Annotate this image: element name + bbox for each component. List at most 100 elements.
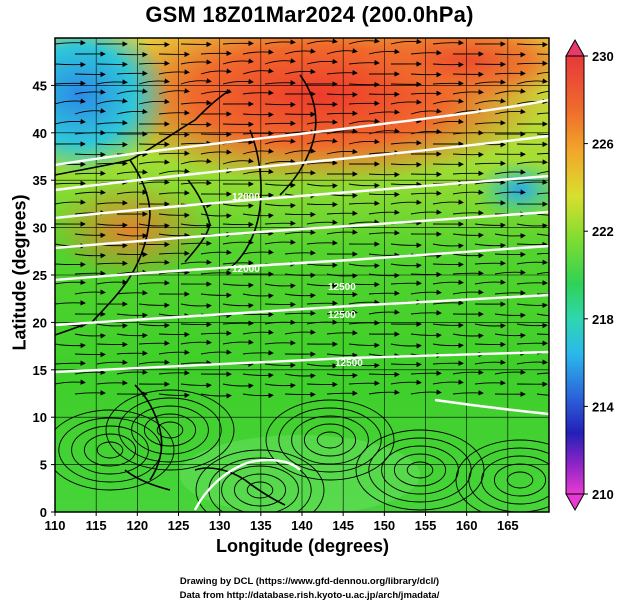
streamline bbox=[474, 79, 506, 85]
streamline bbox=[180, 100, 212, 106]
streamline bbox=[368, 252, 400, 259]
streamline bbox=[200, 149, 232, 155]
streamline bbox=[116, 108, 148, 115]
streamline bbox=[348, 281, 380, 288]
streamline bbox=[74, 108, 106, 115]
contour-label: 12500 bbox=[328, 310, 356, 321]
streamline bbox=[452, 390, 484, 396]
streamline bbox=[264, 283, 296, 289]
streamline bbox=[474, 323, 506, 329]
streamline bbox=[432, 342, 464, 349]
streamline bbox=[432, 261, 464, 268]
streamline bbox=[116, 369, 148, 375]
streamline bbox=[474, 260, 506, 266]
streamline bbox=[116, 233, 148, 239]
streamline bbox=[306, 201, 338, 208]
streamline bbox=[222, 320, 254, 326]
streamline bbox=[180, 240, 212, 246]
streamline-swirl bbox=[55, 409, 175, 491]
streamline bbox=[74, 390, 106, 396]
streamline bbox=[516, 223, 548, 229]
streamline bbox=[348, 380, 380, 386]
streamline bbox=[242, 293, 274, 299]
streamline bbox=[264, 58, 296, 65]
streamline bbox=[180, 321, 212, 328]
streamline bbox=[55, 279, 86, 285]
streamline bbox=[536, 313, 549, 317]
streamline bbox=[96, 380, 128, 386]
streamline bbox=[284, 272, 316, 279]
x-tick-label: 145 bbox=[332, 518, 354, 533]
streamline bbox=[368, 389, 400, 395]
streamline bbox=[474, 120, 506, 126]
streamline bbox=[452, 170, 484, 177]
streamline bbox=[390, 140, 422, 146]
streamline-swirl bbox=[131, 405, 209, 455]
streamline bbox=[74, 369, 106, 375]
y-axis: 0 5 10 15 20 25 30 35 40 45 bbox=[33, 78, 55, 520]
streamline bbox=[390, 181, 422, 188]
streamline bbox=[432, 80, 464, 87]
streamline bbox=[474, 222, 506, 229]
streamline bbox=[284, 329, 316, 335]
streamline bbox=[200, 68, 232, 75]
streamline bbox=[264, 158, 296, 165]
streamline-swirl bbox=[303, 423, 357, 457]
x-axis-label: Longitude (degrees) bbox=[215, 536, 389, 556]
streamline bbox=[326, 210, 358, 216]
x-tick-label: 135 bbox=[250, 518, 272, 533]
colorbar-tick-label: 214 bbox=[592, 399, 614, 414]
credit-data-source: Data from http://database.rish.kyoto-u.a… bbox=[179, 590, 440, 601]
colorbar-tick-label: 222 bbox=[592, 224, 614, 239]
streamline bbox=[368, 171, 400, 178]
streamline bbox=[242, 350, 274, 356]
streamline bbox=[432, 322, 464, 329]
streamline-swirl bbox=[105, 389, 235, 471]
streamline bbox=[306, 58, 338, 65]
streamline bbox=[432, 360, 464, 366]
streamline bbox=[55, 80, 86, 87]
streamline bbox=[222, 339, 254, 345]
streamline bbox=[536, 152, 549, 155]
streamline bbox=[306, 363, 338, 369]
streamline bbox=[536, 71, 549, 75]
streamline bbox=[390, 99, 422, 105]
streamline bbox=[242, 49, 274, 55]
streamline bbox=[96, 160, 128, 167]
streamline bbox=[55, 342, 86, 349]
streamline bbox=[368, 371, 400, 378]
streamline-swirl bbox=[233, 473, 287, 507]
streamline bbox=[242, 90, 274, 96]
streamline bbox=[326, 291, 358, 298]
streamline bbox=[158, 190, 190, 196]
streamline-swirl bbox=[355, 429, 485, 511]
streamline bbox=[200, 270, 232, 276]
y-axis-label: Latitude (degrees) bbox=[9, 194, 30, 351]
streamline bbox=[368, 309, 400, 315]
streamline bbox=[368, 290, 400, 296]
streamline bbox=[284, 148, 316, 155]
x-tick-label: 125 bbox=[168, 518, 190, 533]
streamline bbox=[474, 179, 506, 185]
y-tick-label: 40 bbox=[33, 126, 47, 141]
streamline-swirl bbox=[316, 431, 344, 449]
streamline bbox=[326, 148, 358, 155]
streamline bbox=[138, 259, 170, 265]
streamline bbox=[410, 71, 442, 78]
streamline bbox=[264, 138, 296, 145]
streamline bbox=[200, 213, 232, 219]
streamline bbox=[306, 138, 338, 145]
streamline bbox=[222, 282, 254, 289]
streamline bbox=[306, 38, 338, 45]
streamline bbox=[306, 282, 338, 289]
streamline bbox=[138, 41, 170, 48]
streamline bbox=[368, 230, 400, 236]
contour-labels: 12000 12000 12500 12500 12500 bbox=[232, 192, 363, 369]
streamline bbox=[96, 323, 128, 329]
streamline bbox=[264, 239, 296, 245]
streamline bbox=[180, 158, 212, 165]
streamline bbox=[494, 169, 526, 175]
streamline bbox=[158, 250, 190, 256]
streamline bbox=[516, 280, 548, 286]
streamline bbox=[74, 189, 106, 196]
